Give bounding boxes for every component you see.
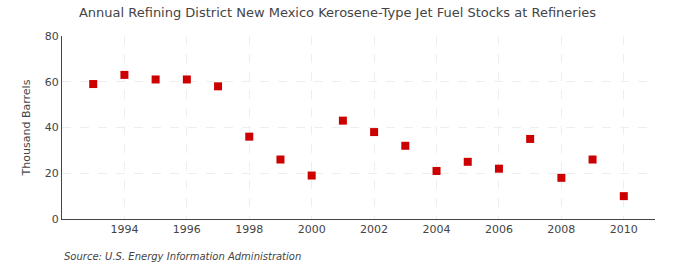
svg-text:Thousand Barrels: Thousand Barrels	[20, 79, 33, 176]
svg-text:20: 20	[45, 167, 59, 180]
svg-text:60: 60	[45, 76, 59, 89]
svg-text:2010: 2010	[610, 223, 638, 236]
svg-text:2008: 2008	[547, 223, 575, 236]
svg-text:80: 80	[45, 30, 59, 43]
svg-text:40: 40	[45, 121, 59, 134]
svg-text:1996: 1996	[173, 223, 201, 236]
svg-text:2000: 2000	[298, 223, 326, 236]
svg-text:Annual Refining District New M: Annual Refining District New Mexico Kero…	[79, 5, 596, 20]
svg-text:0: 0	[52, 213, 59, 226]
svg-text:1994: 1994	[110, 223, 138, 236]
svg-text:2006: 2006	[485, 223, 513, 236]
svg-text:2004: 2004	[423, 223, 451, 236]
svg-text:1998: 1998	[235, 223, 263, 236]
svg-text:Source: U.S. Energy Informatio: Source: U.S. Energy Information Administ…	[64, 251, 301, 262]
svg-text:2002: 2002	[360, 223, 388, 236]
